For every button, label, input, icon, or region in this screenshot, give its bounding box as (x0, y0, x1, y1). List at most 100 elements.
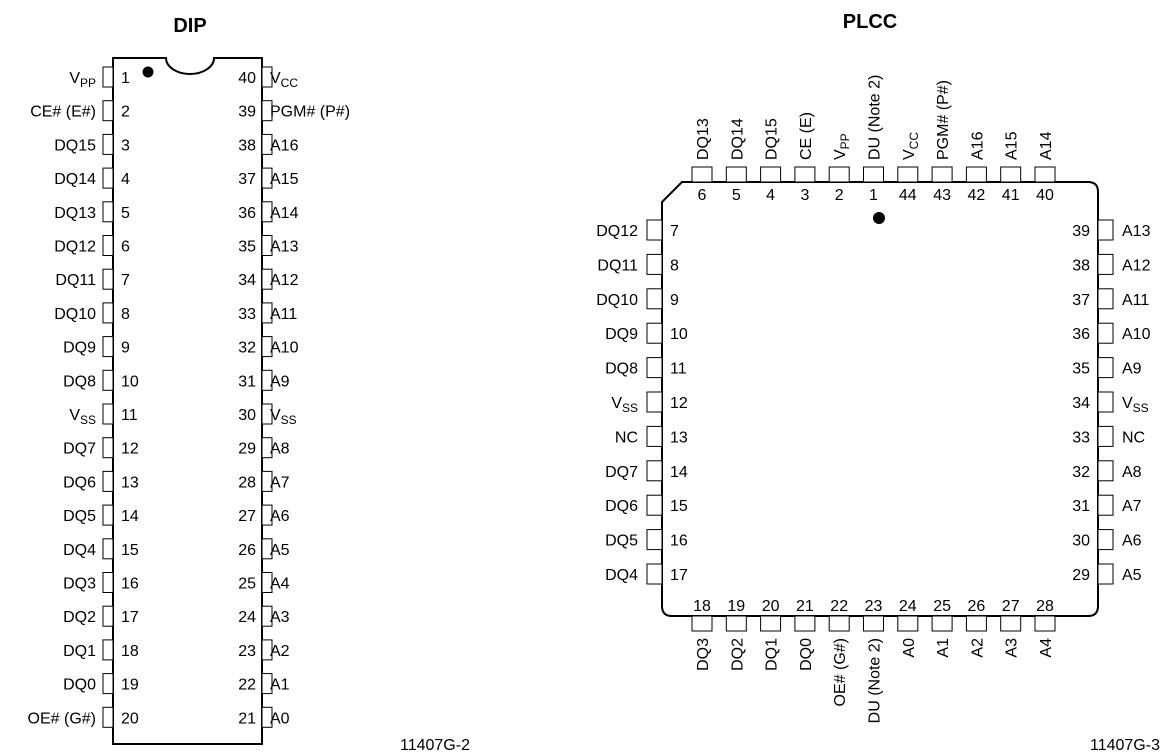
pin-label-dq2: DQ2 (729, 638, 746, 671)
pin-label-du-note-2: DU (Note 2) (867, 638, 884, 723)
plcc-pin-35-number: 35 (1072, 361, 1090, 378)
pin-label-a6: A6 (270, 508, 290, 525)
dip-pin-30-lead (261, 403, 273, 425)
dip-pin1-marker (142, 66, 154, 78)
pin-label-dq5: DQ5 (605, 533, 638, 550)
plcc-pin-29-number: 29 (1072, 567, 1090, 584)
pin-label-vss: VSS (69, 407, 96, 427)
plcc-pin-13-lead (646, 425, 663, 447)
pin-label-pgm-p: PGM# (P#) (270, 104, 350, 121)
pin-label-dq6: DQ6 (605, 498, 638, 515)
dip-pin-40-number: 40 (238, 70, 256, 87)
dip-pin-3-lead (102, 133, 114, 155)
pin-label-a11: A11 (270, 306, 297, 323)
pin-label-a4: A4 (270, 576, 290, 593)
plcc-pin-33-number: 33 (1072, 429, 1090, 446)
pin-label-dq12: DQ12 (54, 239, 96, 256)
pin-label-vss: VSS (270, 407, 297, 427)
dip-pin-22-number: 22 (238, 677, 256, 694)
plcc-pin-15-lead (646, 494, 663, 516)
plcc-pin-15-number: 15 (670, 498, 688, 515)
pin-label-dq14: DQ14 (729, 118, 746, 160)
plcc-pin-3-number: 3 (800, 187, 809, 204)
dip-pin-8-lead (102, 302, 114, 324)
plcc-body (661, 181, 1099, 617)
dip-pin-31-number: 31 (238, 373, 256, 390)
pin-label-dq10: DQ10 (596, 292, 638, 309)
dip-pin-13-number: 13 (121, 474, 139, 491)
plcc-pin-7-number: 7 (670, 223, 679, 240)
plcc-pin-11-lead (646, 357, 663, 379)
dip-pin-33-number: 33 (238, 306, 256, 323)
pin-label-nc: NC (1122, 429, 1145, 446)
plcc-pin-31-number: 31 (1072, 498, 1090, 515)
pin-label-a7: A7 (1122, 498, 1142, 515)
dip-pin-5-number: 5 (121, 205, 130, 222)
dip-pin-17-lead (102, 605, 114, 627)
plcc-title: PLCC (843, 11, 897, 33)
pin-label-a2: A2 (270, 643, 290, 660)
pin-label-du-note-2: DU (Note 2) (867, 75, 884, 160)
plcc-pin-19-number: 19 (727, 598, 745, 615)
pin-label-a7: A7 (270, 474, 290, 491)
plcc-pin-22-number: 22 (830, 598, 848, 615)
pin-label-a14: A14 (1038, 131, 1055, 160)
pin-label-a12: A12 (270, 272, 299, 289)
dip-title: DIP (173, 15, 206, 37)
pin-label-a1: A1 (270, 677, 290, 694)
pin-label-a4: A4 (1038, 638, 1055, 658)
pin-label-dq7: DQ7 (605, 464, 638, 481)
pin-label-a0: A0 (270, 710, 290, 727)
dip-pin-3-number: 3 (121, 137, 130, 154)
dip-pin-12-lead (102, 437, 114, 459)
plcc-pin-18-lead (691, 615, 713, 632)
dip-pin-21-lead (261, 706, 273, 728)
pin-label-dq0: DQ0 (63, 677, 96, 694)
plcc-pin-39-number: 39 (1072, 223, 1090, 240)
dip-pin-22-lead (261, 673, 273, 695)
plcc-pin-12-lead (646, 391, 663, 413)
plcc-pin-23-lead (863, 615, 884, 632)
plcc-pin1-marker (873, 212, 885, 224)
plcc-pin-8-number: 8 (670, 257, 679, 274)
dip-pin-4-lead (102, 167, 114, 189)
pin-label-a9: A9 (1122, 361, 1142, 378)
pin-label-dq13: DQ13 (54, 205, 96, 222)
dip-pin-37-lead (261, 167, 273, 189)
pin-label-a13: A13 (1122, 223, 1151, 240)
pin-label-dq9: DQ9 (605, 326, 638, 343)
dip-pin-23-number: 23 (238, 643, 256, 660)
plcc-pin-5-number: 5 (732, 187, 741, 204)
plcc-pin-30-number: 30 (1072, 533, 1090, 550)
plcc-pin-34-lead (1097, 391, 1114, 413)
pin-label-a11: A11 (1122, 292, 1149, 309)
dip-pin-36-number: 36 (238, 205, 256, 222)
plcc-pin-14-lead (646, 460, 663, 482)
pin-label-dq3: DQ3 (695, 638, 712, 671)
pin-label-a13: A13 (270, 239, 299, 256)
plcc-pin-33-lead (1097, 425, 1114, 447)
plcc-pin-39-lead (1097, 219, 1114, 241)
pin-label-vcc: VCC (901, 132, 921, 160)
pin-label-nc: NC (615, 429, 638, 446)
pin-label-dq11: DQ11 (597, 257, 638, 274)
dip-pin-10-lead (102, 369, 114, 391)
dip-pin-39-number: 39 (238, 104, 256, 121)
pin-label-a2: A2 (969, 638, 986, 658)
dip-pin-1-lead (102, 66, 114, 88)
pin-label-dq15: DQ15 (54, 137, 96, 154)
plcc-pin-28-lead (1034, 615, 1056, 632)
pin-label-dq2: DQ2 (63, 609, 96, 626)
pin-label-a3: A3 (1004, 638, 1021, 658)
pin-label-oe-g: OE# (G#) (28, 710, 96, 727)
plcc-pin-22-lead (828, 615, 850, 632)
dip-pin-24-lead (261, 605, 273, 627)
plcc-pin-2-lead (828, 166, 850, 183)
plcc-pin-29-lead (1097, 563, 1114, 585)
pin-label-a1: A1 (935, 638, 952, 658)
dip-pin-28-number: 28 (238, 474, 256, 491)
plcc-pin-32-lead (1097, 460, 1114, 482)
plcc-pin-2-number: 2 (835, 187, 844, 204)
dip-pin-13-lead (102, 470, 114, 492)
